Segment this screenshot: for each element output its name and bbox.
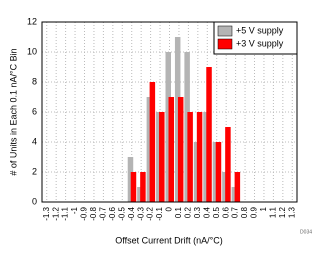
bar: [156, 112, 162, 202]
x-tick-label: 0.4: [202, 206, 211, 218]
x-tick-label: -0.5: [117, 206, 126, 220]
x-tick-label: -1.2: [51, 206, 60, 220]
bar: [215, 142, 222, 202]
x-tick-label: -1: [70, 206, 79, 214]
x-tick-label: 1.3: [287, 206, 296, 218]
legend-label: +3 V supply: [236, 38, 284, 48]
x-axis-label: Offset Current Drift (nA/°C): [115, 235, 222, 245]
x-tick-label: 0.9: [250, 206, 259, 218]
x-tick-label: 1.2: [278, 206, 287, 218]
x-tick-label: -0.3: [136, 206, 145, 220]
bar: [231, 187, 238, 202]
y-tick-label: 10: [27, 46, 37, 56]
bar: [206, 67, 212, 202]
y-tick-label: 4: [32, 136, 37, 146]
bar: [174, 37, 181, 202]
x-tick-label: 0.5: [212, 206, 221, 218]
legend-swatch: [217, 25, 233, 37]
y-tick-label: 2: [32, 166, 37, 176]
x-tick-label: 0.2: [183, 206, 192, 218]
x-tick-label: 1.1: [268, 206, 277, 218]
x-tick-label: -0.1: [155, 206, 164, 220]
bar: [140, 172, 146, 202]
x-tick-label: 0.1: [174, 206, 183, 218]
bar: [165, 52, 171, 202]
bar: [203, 112, 209, 202]
x-tick-label: 0.6: [221, 206, 230, 218]
y-tick-label: 0: [32, 196, 37, 206]
bar: [196, 112, 203, 202]
y-tick-label: 12: [27, 16, 37, 26]
x-tick-label: 0.3: [193, 206, 202, 218]
bar: [149, 82, 156, 202]
x-tick-label: -1.1: [61, 206, 70, 220]
x-tick-label: 0: [165, 206, 174, 211]
plot-frame: [41, 21, 298, 203]
y-axis-label: # of Units in Each 0.1 nA/°C Bin: [8, 48, 18, 175]
y-tick-label: 8: [32, 76, 37, 86]
x-tick-label: -0.2: [146, 206, 155, 220]
x-tick-label: 0.8: [240, 206, 249, 218]
x-tick-label: -0.7: [98, 206, 107, 220]
bar: [212, 142, 219, 202]
bar: [234, 172, 241, 202]
x-tick-label: -0.8: [89, 206, 98, 220]
figure-note: D034: [300, 229, 312, 235]
x-tick-label: -0.6: [108, 206, 117, 220]
bar: [137, 187, 143, 202]
legend-label: +5 V supply: [236, 25, 284, 35]
bar: [127, 157, 134, 202]
x-tick-label: -0.9: [80, 206, 89, 220]
bar: [130, 172, 137, 202]
bar: [222, 172, 228, 202]
bar: [184, 52, 190, 202]
x-tick-label: -0.4: [127, 206, 136, 220]
x-tick-label: -1.3: [42, 206, 51, 220]
y-tick-label: 6: [32, 106, 37, 116]
bar: [193, 142, 200, 202]
bar: [159, 112, 165, 202]
bar: [168, 97, 174, 202]
bar: [225, 127, 231, 202]
legend-swatch: [217, 38, 233, 50]
x-tick-label: 1: [259, 206, 268, 211]
bar: [146, 97, 153, 202]
bar: [177, 97, 184, 202]
bar: [187, 112, 193, 202]
x-tick-label: 0.7: [231, 206, 240, 218]
